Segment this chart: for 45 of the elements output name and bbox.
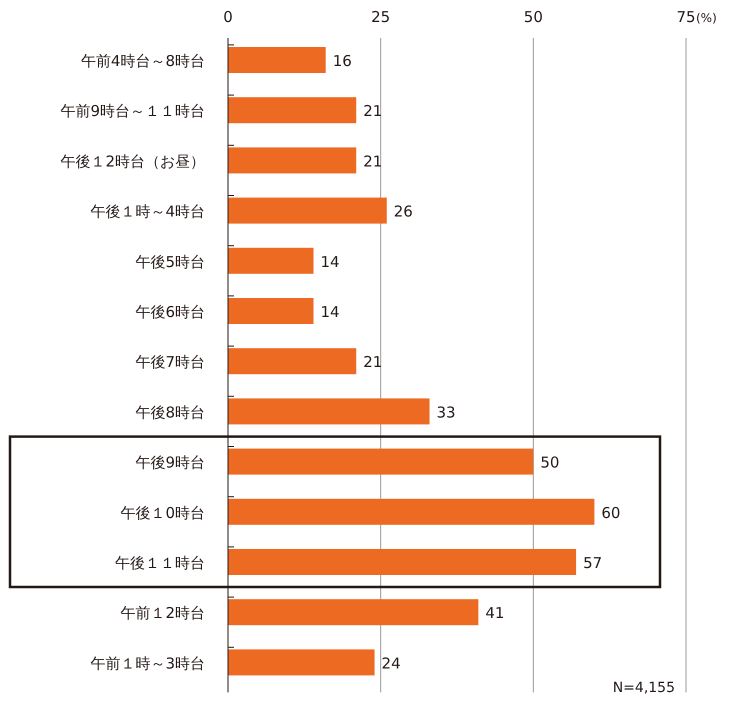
x-tick-label: 50 — [524, 8, 543, 26]
data-label: 14 — [320, 252, 340, 271]
bar — [228, 97, 356, 124]
data-label: 16 — [332, 52, 352, 70]
bar — [228, 549, 576, 575]
x-axis-title: (%) — [696, 11, 717, 25]
data-label: 14 — [320, 303, 340, 321]
data-label: 24 — [382, 654, 401, 672]
y-tick-label: 午前9時台～１１時台 — [60, 102, 205, 120]
data-label: 21 — [363, 152, 382, 170]
y-tick-label: 午前4時台～8時台 — [80, 52, 205, 70]
data-label: 21 — [363, 353, 382, 372]
bar — [228, 47, 326, 73]
data-label: 60 — [601, 504, 620, 522]
annotation: N=4,155 — [612, 680, 675, 696]
y-tick-label: 午後9時台 — [135, 454, 205, 472]
data-label: 33 — [436, 403, 456, 422]
bar — [228, 649, 375, 676]
y-tick-label: 午後１0時台 — [120, 504, 205, 522]
data-label: 50 — [540, 454, 560, 472]
bar — [228, 348, 356, 374]
bar — [228, 599, 478, 626]
x-tick-label: 25 — [371, 8, 390, 26]
data-label: 57 — [583, 554, 602, 572]
bar — [228, 398, 430, 424]
y-tick-label: 午前１2時台 — [120, 604, 205, 622]
data-label: 41 — [485, 604, 504, 622]
y-tick-label: 午後１時～4時台 — [90, 202, 205, 221]
bar — [228, 198, 387, 224]
y-tick-label: 午後5時台 — [135, 252, 205, 271]
data-label: 21 — [363, 102, 382, 120]
x-tick-label: 0 — [223, 8, 233, 26]
y-tick-label: 午前１時～3時台 — [90, 654, 205, 672]
x-tick-label: 75 — [676, 8, 696, 26]
bar — [228, 147, 356, 174]
bar — [228, 298, 314, 324]
data-label: 26 — [394, 202, 413, 221]
y-tick-label: 午後8時台 — [135, 403, 205, 422]
y-tick-label: 午後１１時台 — [115, 554, 205, 572]
y-tick-label: 午後7時台 — [135, 353, 205, 372]
y-tick-label: 午後１2時台（お昼） — [60, 152, 205, 170]
bar — [228, 448, 534, 475]
bar — [228, 498, 594, 525]
bar — [228, 248, 314, 274]
y-tick-label: 午後6時台 — [135, 303, 205, 321]
